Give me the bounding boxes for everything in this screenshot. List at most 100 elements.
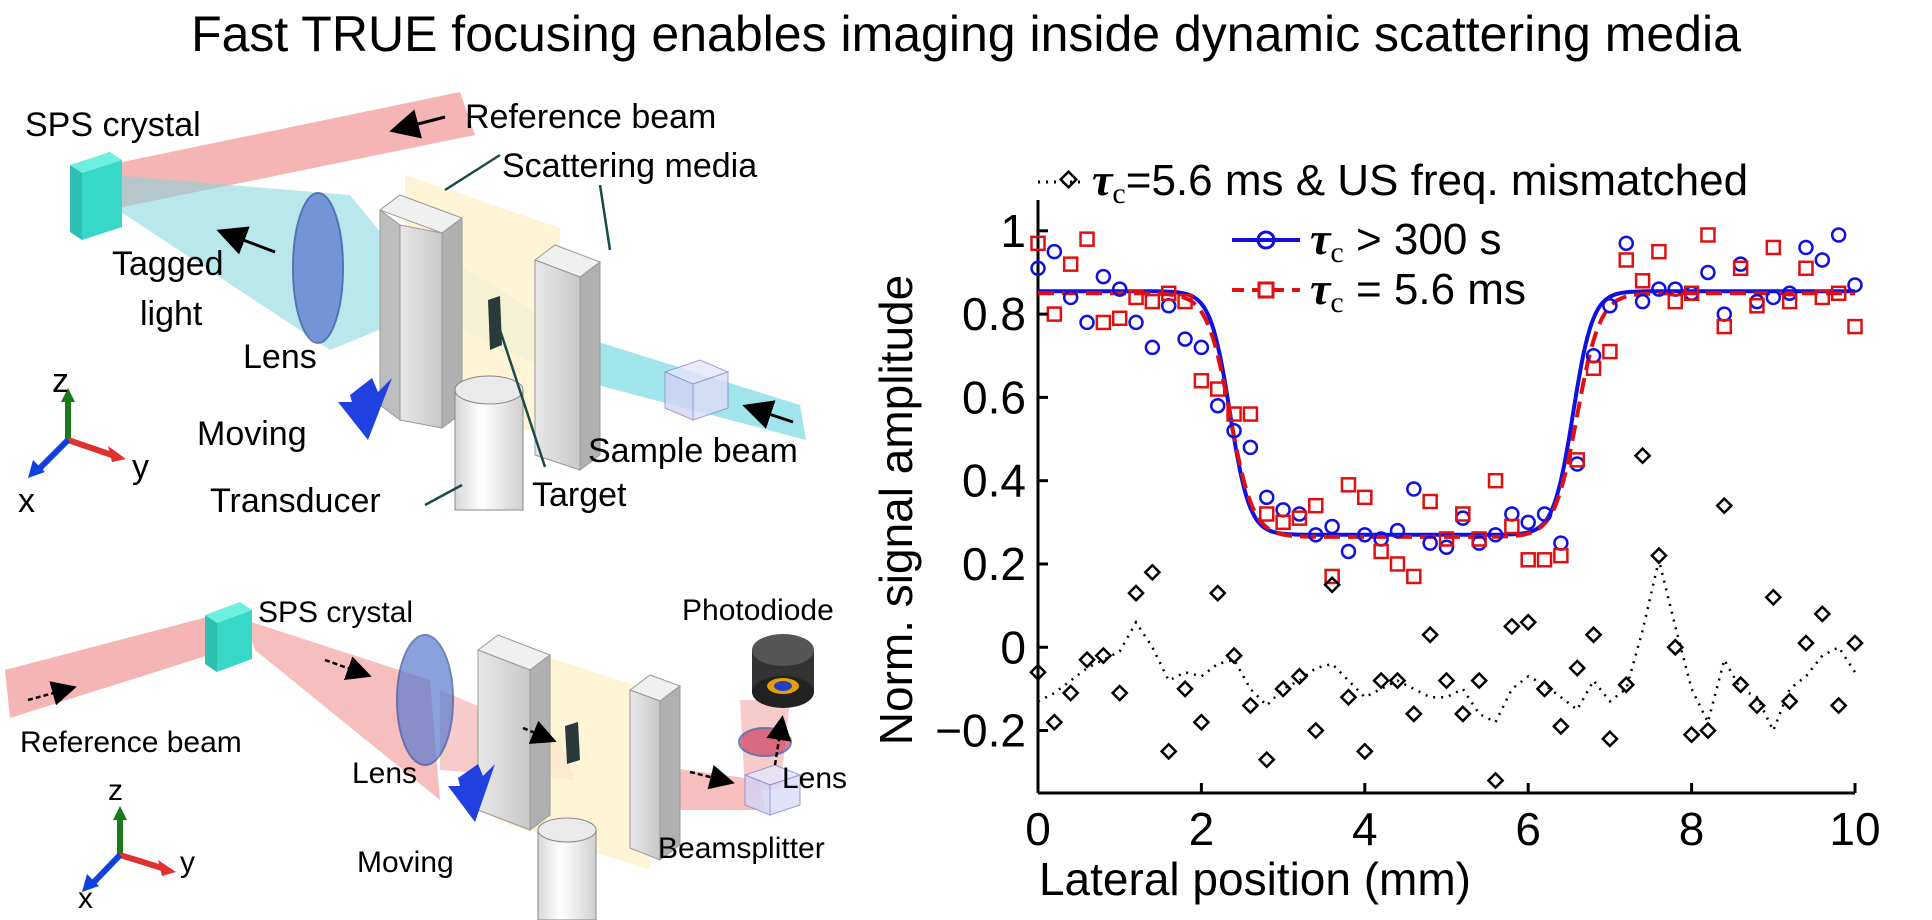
black-point [1682,725,1701,744]
blue-point [1781,285,1798,302]
top-sps-crystal [70,152,122,240]
blue-point [1079,314,1095,331]
red-point [1128,289,1144,306]
red-point [1308,497,1324,514]
black-point [1110,684,1129,702]
bottom-beam-to-lens [245,620,440,800]
black-point [1780,692,1799,711]
black-point [1470,671,1489,690]
red-point [1177,293,1193,310]
red-point [1455,506,1471,522]
black-point [1372,671,1390,690]
bottom-label-lens-right: Lens [782,762,847,795]
bottom-reference-beam [5,615,225,718]
legend-red-sub: c [1330,286,1343,319]
blue-point [1422,535,1438,551]
x-axis-label: Lateral position (mm) [1039,853,1471,905]
blue-point [1732,256,1749,272]
blue-point [1177,331,1193,347]
blue-point [1716,306,1733,322]
black-point [1731,675,1750,694]
bottom-axis-z: z [108,774,123,807]
black-point [1061,684,1080,702]
red-point [1373,543,1389,560]
top-tagged-light-cone [110,175,440,350]
bottom-label-lens-left: Lens [352,757,417,790]
x-tick-label: 2 [1189,803,1215,855]
blue-point [1520,514,1536,531]
blue-point [1259,489,1275,506]
blue-point [1814,252,1831,268]
red-point [1798,260,1814,277]
red-point [1389,556,1406,572]
top-cube [663,359,730,421]
black-point [1650,546,1668,565]
red-point [1716,318,1733,335]
top-target [488,296,502,350]
blue-point [1046,243,1063,260]
black-point [1045,713,1064,732]
black-point [1241,696,1260,715]
red-point [1275,514,1291,531]
black-point [1323,575,1341,594]
top-lens [292,192,344,344]
black-point [1355,742,1374,761]
blue-point [1438,539,1455,556]
legend-red-text: = 5.6 ms [1344,265,1526,314]
chart-fit-lines [1037,289,1857,734]
red-point [1259,506,1275,522]
legend-black-tau: τ [1092,154,1114,205]
figure-title: Fast TRUE focusing enables imaging insid… [191,6,1741,62]
bottom-axis-y: y [180,846,195,879]
red-point [1651,243,1667,260]
red-point [1144,293,1161,310]
bottom-scattering-slab-front [476,634,552,831]
black-point [1306,721,1325,740]
chart-axes [1036,200,1855,795]
black-point [1208,584,1227,602]
top-leader-scatter-1 [444,153,501,192]
blue-point [1765,289,1782,306]
legend-black-text: =5.6 ms & US freq. mismatched [1126,156,1748,205]
red-point [1340,477,1357,493]
black-point [1748,696,1766,715]
red-point [1504,518,1520,535]
blue-point [1308,527,1324,543]
bottom-label-reference-beam: Reference beam [20,726,242,759]
red-point [1291,510,1308,526]
red-point [1700,227,1716,243]
red-point [1618,252,1634,268]
top-leader-transducer [424,483,463,507]
red-point [1667,293,1684,310]
red-point [1422,493,1438,510]
y-tick-label: 0.8 [962,288,1026,340]
blue-point [1357,527,1373,543]
black-point [1404,705,1423,723]
bottom-label-photodiode: Photodiode [682,594,834,627]
black-point [1552,717,1570,736]
bottom-scattering-slab-back [628,674,682,861]
black-point [1029,663,1047,682]
y-tick-label: 0.2 [962,538,1026,590]
bottom-photodiode [752,634,814,708]
bottom-label-moving: Moving [357,846,454,879]
red-point [1683,285,1700,302]
x-tick-label: 6 [1515,803,1541,855]
legend-item-black: τc=5.6 ms & US freq. mismatched [1038,154,1748,210]
top-label-transducer: Transducer [210,482,381,520]
blue-point [1242,439,1259,456]
black-point [1568,659,1587,677]
red-point [1732,260,1749,277]
black-trend-line [1037,559,1857,734]
black-point [1829,696,1848,715]
black-point [1274,680,1292,698]
blue-point [1504,506,1520,522]
red-point [1471,531,1487,547]
bottom-transducer [537,817,597,920]
blue-point [1062,289,1079,306]
red-point [1553,547,1569,564]
black-point [1813,605,1832,623]
top-label-light: light [140,295,203,333]
top-axis-x: x [18,482,35,520]
